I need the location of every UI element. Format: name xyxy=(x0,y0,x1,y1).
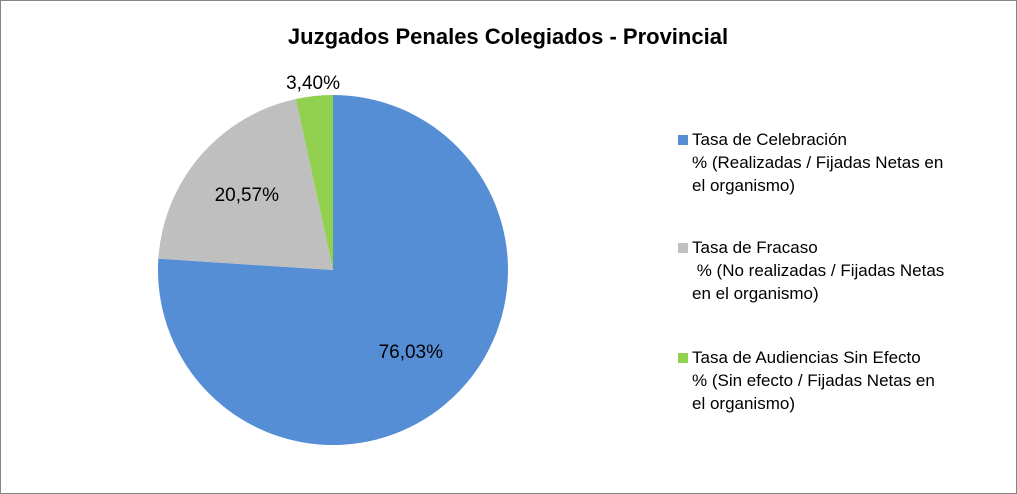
legend-entry: Tasa de Audiencias Sin Efecto % (Sin efe… xyxy=(678,346,935,415)
legend-label: Tasa de Audiencias Sin Efecto % (Sin efe… xyxy=(692,348,935,413)
legend-label: Tasa de Fracaso % (No realizadas / Fijad… xyxy=(692,238,945,303)
data-label: 76,03% xyxy=(379,342,444,363)
legend-swatch xyxy=(678,243,688,253)
legend-entry: Tasa de Fracaso % (No realizadas / Fijad… xyxy=(678,236,944,305)
legend-swatch xyxy=(678,353,688,363)
pie-slice xyxy=(295,95,333,270)
data-label: 3,40% xyxy=(286,73,340,94)
legend-swatch xyxy=(678,135,688,145)
data-label: 20,57% xyxy=(215,185,280,206)
pie-slice xyxy=(158,98,333,270)
legend-label: Tasa de Celebración % (Realizadas / Fija… xyxy=(692,130,944,195)
chart-title: Juzgados Penales Colegiados - Provincial xyxy=(288,24,728,49)
legend-entry: Tasa de Celebración % (Realizadas / Fija… xyxy=(678,128,943,197)
